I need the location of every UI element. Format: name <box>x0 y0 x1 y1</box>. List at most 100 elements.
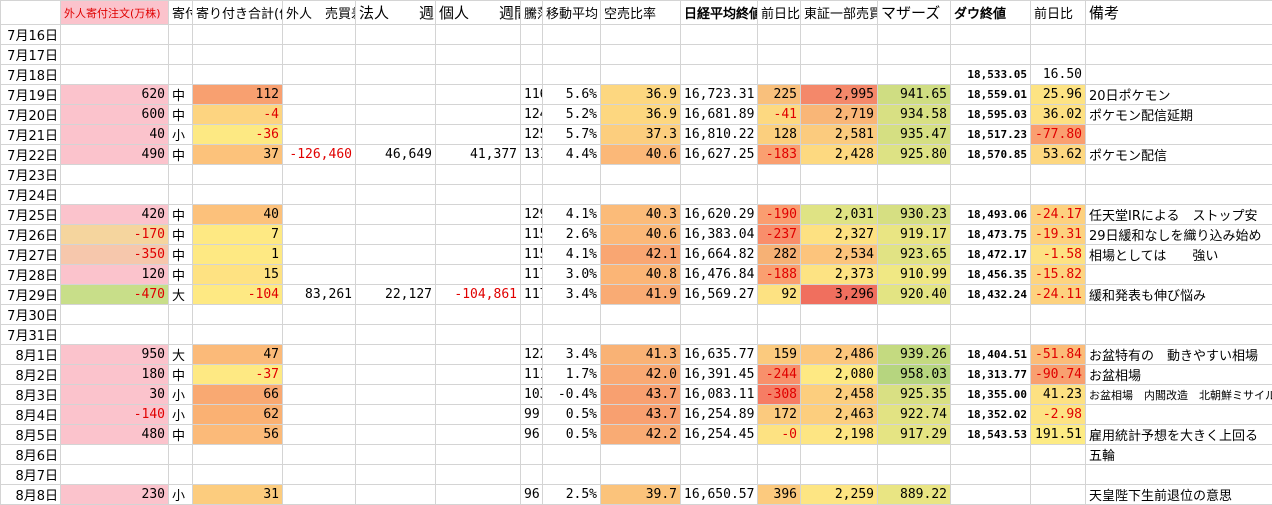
cell: 42.1 <box>601 245 681 265</box>
cell: -188 <box>758 265 801 285</box>
data-row: 8月1日950大47122.63.4%41.316,635.771592,486… <box>1 345 1272 365</box>
cell: 大 <box>169 285 193 305</box>
cell: -19.31 <box>1031 225 1086 245</box>
cell <box>681 185 758 205</box>
cell <box>356 485 436 505</box>
cell <box>436 445 521 465</box>
column-header: 外人 売買差額 <box>283 1 356 25</box>
row-date: 8月3日 <box>1 385 61 405</box>
cell: -24.11 <box>1031 285 1086 305</box>
cell <box>356 85 436 105</box>
cell: 230 <box>61 485 169 505</box>
cell <box>356 45 436 65</box>
column-header: マザーズ <box>878 1 951 25</box>
cell: 2,581 <box>801 125 878 145</box>
cell <box>356 305 436 325</box>
data-row: 7月23日 <box>1 165 1272 185</box>
cell <box>283 225 356 245</box>
cell: 15 <box>193 265 283 285</box>
cell: 37.3 <box>601 125 681 145</box>
cell <box>951 465 1031 485</box>
row-date: 7月20日 <box>1 105 61 125</box>
cell <box>356 205 436 225</box>
cell: 37 <box>193 145 283 165</box>
cell <box>356 465 436 485</box>
cell: 緩和発表も伸び悩み <box>1086 285 1272 305</box>
cell <box>356 105 436 125</box>
cell <box>436 465 521 485</box>
cell <box>193 325 283 345</box>
cell: 1.7% <box>543 365 601 385</box>
data-row: 7月16日 <box>1 25 1272 45</box>
cell <box>436 385 521 405</box>
cell: 159 <box>758 345 801 365</box>
row-date: 7月30日 <box>1 305 61 325</box>
cell: 中 <box>169 425 193 445</box>
cell: 0.5% <box>543 425 601 445</box>
cell <box>601 305 681 325</box>
cell: 225 <box>758 85 801 105</box>
cell <box>601 165 681 185</box>
cell <box>61 25 169 45</box>
data-row: 7月28日120中15117.53.0%40.816,476.84-1882,3… <box>1 265 1272 285</box>
cell: 2,463 <box>801 405 878 425</box>
cell: 917.29 <box>878 425 951 445</box>
cell <box>356 405 436 425</box>
cell <box>878 25 951 45</box>
cell <box>543 305 601 325</box>
cell: -37 <box>193 365 283 385</box>
cell: 16,723.31 <box>681 85 758 105</box>
cell: 18,559.01 <box>951 85 1031 105</box>
cell <box>356 165 436 185</box>
cell <box>61 445 169 465</box>
cell <box>436 185 521 205</box>
cell: 124.7 <box>521 105 543 125</box>
cell <box>681 65 758 85</box>
cell: 5.7% <box>543 125 601 145</box>
cell: 117.5 <box>521 265 543 285</box>
cell: 小 <box>169 125 193 145</box>
cell: 39.7 <box>601 485 681 505</box>
cell: 934.58 <box>878 105 951 125</box>
row-date: 7月26日 <box>1 225 61 245</box>
cell: 16,083.11 <box>681 385 758 405</box>
cell: 五輪 <box>1086 445 1272 465</box>
cell <box>543 465 601 485</box>
cell <box>436 345 521 365</box>
cell <box>436 225 521 245</box>
cell <box>169 165 193 185</box>
row-date: 8月1日 <box>1 345 61 365</box>
cell: 935.47 <box>878 125 951 145</box>
cell: 小 <box>169 405 193 425</box>
cell <box>543 65 601 85</box>
cell: 125.8 <box>521 125 543 145</box>
cell <box>521 45 543 65</box>
cell: 191.51 <box>1031 425 1086 445</box>
cell <box>681 465 758 485</box>
data-row: 7月27日-350中1115.44.1%42.116,664.822822,53… <box>1 245 1272 265</box>
cell <box>521 25 543 45</box>
cell: 910.99 <box>878 265 951 285</box>
data-row: 8月8日230小3196.82.5%39.716,650.573962,2598… <box>1 485 1272 505</box>
cell: 96.9 <box>521 425 543 445</box>
cell <box>61 65 169 85</box>
cell <box>436 45 521 65</box>
cell <box>758 305 801 325</box>
cell <box>436 65 521 85</box>
cell <box>436 165 521 185</box>
cell: 16,810.22 <box>681 125 758 145</box>
cell: 2.5% <box>543 485 601 505</box>
cell <box>436 265 521 285</box>
cell <box>801 165 878 185</box>
cell: 中 <box>169 145 193 165</box>
cell: 922.74 <box>878 405 951 425</box>
cell <box>543 185 601 205</box>
cell: 36.9 <box>601 105 681 125</box>
cell: 36.9 <box>601 85 681 105</box>
cell: 16.50 <box>1031 65 1086 85</box>
cell: 43.7 <box>601 385 681 405</box>
cell <box>283 85 356 105</box>
cell: 2,458 <box>801 385 878 405</box>
row-date: 7月24日 <box>1 185 61 205</box>
